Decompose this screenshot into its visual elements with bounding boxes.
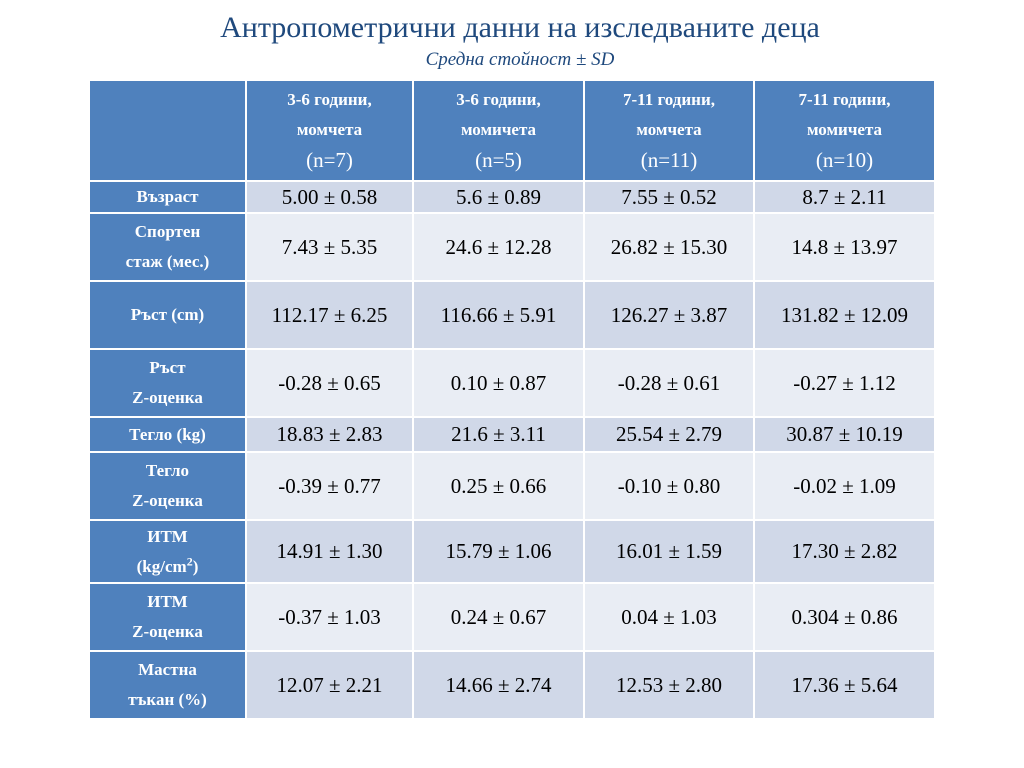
- value-cell: 25.54 ± 2.79: [583, 416, 755, 453]
- value-cell: 126.27 ± 3.87: [583, 280, 755, 350]
- row-header: Възраст: [88, 180, 247, 214]
- header-corner-cell: [88, 79, 247, 182]
- table-row: Мастна тъкан (%) 12.07 ± 2.21 14.66 ± 2.7…: [88, 650, 936, 720]
- table-row: ИТМ (kg/cm2) 14.91 ± 1.30 15.79 ± 1.06 16…: [88, 519, 936, 584]
- value-cell: 21.6 ± 3.11: [412, 416, 585, 453]
- value-cell: 0.25 ± 0.66: [412, 451, 585, 521]
- value-cell: 18.83 ± 2.83: [245, 416, 414, 453]
- value-cell: -0.39 ± 0.77: [245, 451, 414, 521]
- column-header: 7-11 години, момичета (n=10): [753, 79, 936, 182]
- value-cell: 15.79 ± 1.06: [412, 519, 585, 584]
- value-cell: 0.304 ± 0.86: [753, 582, 936, 652]
- anthropometric-table: 3-6 години, момчета (n=7) 3-6 години, момич…: [88, 79, 936, 720]
- value-cell: 7.55 ± 0.52: [583, 180, 755, 214]
- value-cell: -0.28 ± 0.65: [245, 348, 414, 418]
- table-row: Възраст 5.00 ± 0.58 5.6 ± 0.89 7.55 ± 0.…: [88, 180, 936, 214]
- page-subtitle: Средна стойност ± SD: [425, 49, 615, 70]
- value-cell: 5.00 ± 0.58: [245, 180, 414, 214]
- value-cell: -0.02 ± 1.09: [753, 451, 936, 521]
- table-row: Ръст Z-оценка -0.28 ± 0.65 0.10 ± 0.87 -0…: [88, 348, 936, 418]
- value-cell: 0.10 ± 0.87: [412, 348, 585, 418]
- value-cell: 26.82 ± 15.30: [583, 212, 755, 282]
- row-header: Тегло Z-оценка: [88, 451, 247, 521]
- page-title: Антропометрични данни на изследваните де…: [220, 11, 820, 44]
- value-cell: 17.36 ± 5.64: [753, 650, 936, 720]
- table-row: ИТМ Z-оценка -0.37 ± 1.03 0.24 ± 0.67 0.0…: [88, 582, 936, 652]
- value-cell: 12.07 ± 2.21: [245, 650, 414, 720]
- value-cell: 131.82 ± 12.09: [753, 280, 936, 350]
- value-cell: -0.28 ± 0.61: [583, 348, 755, 418]
- header-row: 3-6 години, момчета (n=7) 3-6 години, момич…: [88, 79, 936, 182]
- value-cell: 112.17 ± 6.25: [245, 280, 414, 350]
- value-cell: 14.91 ± 1.30: [245, 519, 414, 584]
- value-cell: 14.8 ± 13.97: [753, 212, 936, 282]
- value-cell: 8.7 ± 2.11: [753, 180, 936, 214]
- column-header: 3-6 години, момичета (n=5): [412, 79, 585, 182]
- value-cell: 17.30 ± 2.82: [753, 519, 936, 584]
- table-row: Спортен стаж (мес.) 7.43 ± 5.35 24.6 ± 12…: [88, 212, 936, 282]
- value-cell: 116.66 ± 5.91: [412, 280, 585, 350]
- value-cell: 12.53 ± 2.80: [583, 650, 755, 720]
- value-cell: 24.6 ± 12.28: [412, 212, 585, 282]
- value-cell: 7.43 ± 5.35: [245, 212, 414, 282]
- table-row: Ръст (cm) 112.17 ± 6.25 116.66 ± 5.91 12…: [88, 280, 936, 350]
- table-row: Тегло (kg) 18.83 ± 2.83 21.6 ± 3.11 25.5…: [88, 416, 936, 453]
- row-header: ИТМ Z-оценка: [88, 582, 247, 652]
- column-header: 3-6 години, момчета (n=7): [245, 79, 414, 182]
- value-cell: 0.04 ± 1.03: [583, 582, 755, 652]
- value-cell: 5.6 ± 0.89: [412, 180, 585, 214]
- value-cell: 14.66 ± 2.74: [412, 650, 585, 720]
- row-header: Ръст (cm): [88, 280, 247, 350]
- column-header: 7-11 години, момчета (n=11): [583, 79, 755, 182]
- value-cell: -0.37 ± 1.03: [245, 582, 414, 652]
- row-header: ИТМ (kg/cm2): [88, 519, 247, 584]
- row-header: Мастна тъкан (%): [88, 650, 247, 720]
- row-header: Ръст Z-оценка: [88, 348, 247, 418]
- value-cell: -0.27 ± 1.12: [753, 348, 936, 418]
- row-header: Тегло (kg): [88, 416, 247, 453]
- value-cell: 16.01 ± 1.59: [583, 519, 755, 584]
- row-header: Спортен стаж (мес.): [88, 212, 247, 282]
- value-cell: 30.87 ± 10.19: [753, 416, 936, 453]
- value-cell: -0.10 ± 0.80: [583, 451, 755, 521]
- table-row: Тегло Z-оценка -0.39 ± 0.77 0.25 ± 0.66 -…: [88, 451, 936, 521]
- value-cell: 0.24 ± 0.67: [412, 582, 585, 652]
